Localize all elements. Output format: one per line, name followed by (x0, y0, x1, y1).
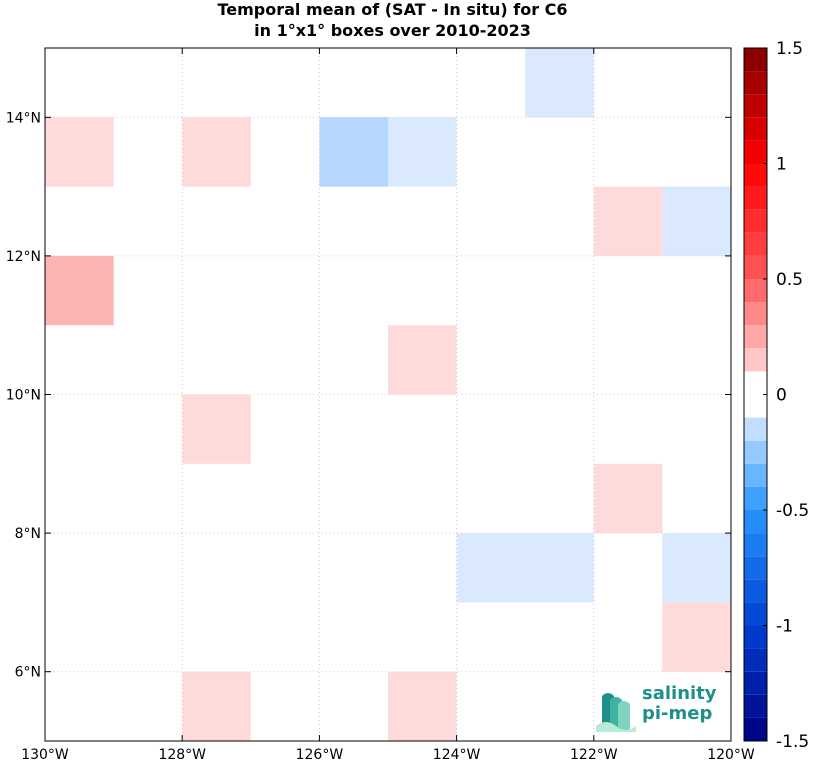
colorbar-segment (744, 255, 767, 279)
heatmap-cell (182, 671, 251, 741)
colorbar-tick-label: -0.5 (776, 501, 809, 521)
y-tick-label: 12°N (6, 249, 41, 265)
heatmap-cell (456, 533, 526, 603)
heatmap-cell (388, 117, 457, 187)
heatmap-cell (662, 186, 731, 256)
colorbar-segment (744, 232, 767, 256)
chart-title: Temporal mean of (SAT - In situ) for C6 (217, 0, 568, 19)
colorbar-tick-label: 0 (776, 386, 787, 406)
colorbar-segment (744, 510, 767, 534)
colorbar-tick-label: 0.5 (776, 270, 803, 290)
heatmap-cell (525, 48, 594, 118)
colorbar-segment (744, 302, 767, 326)
heatmap-cell (593, 186, 663, 256)
colorbar-segment (744, 163, 767, 187)
colorbar-segment (744, 209, 767, 233)
x-tick-label: 120°W (707, 747, 755, 763)
heatmap-cell (388, 671, 457, 741)
colorbar-segment (744, 648, 767, 672)
colorbar-segment (744, 94, 767, 118)
logo-waves-icon (596, 693, 636, 732)
heatmap-cell (662, 602, 731, 672)
chart-subtitle: in 1°x1° boxes over 2010-2023 (254, 21, 531, 40)
colorbar-segment (744, 394, 767, 418)
colorbar-segment (744, 602, 767, 626)
colorbar-segment (744, 140, 767, 164)
heatmap-cell (319, 117, 388, 187)
y-tick-label: 8°N (15, 526, 41, 542)
colorbar-tick-label: -1 (776, 617, 793, 637)
heatmap-cell (525, 533, 594, 603)
y-tick-label: 6°N (15, 665, 41, 681)
colorbar-segment (744, 533, 767, 557)
x-tick-label: 122°W (570, 747, 618, 763)
heatmap-cell (45, 255, 114, 326)
x-tick-label: 128°W (158, 747, 206, 763)
colorbar-tick-label: 1.5 (776, 39, 803, 59)
colorbar-segment (744, 117, 767, 141)
heatmap-cells (45, 48, 731, 741)
colorbar-segment (744, 671, 767, 695)
heatmap-cell (593, 463, 663, 534)
y-axis: 6°N 8°N 10°N 12°N 14°N (6, 110, 731, 681)
colorbar-segment (744, 71, 767, 95)
colorbar-segment (744, 279, 767, 303)
heatmap-cell (662, 533, 731, 603)
colorbar-segment (744, 325, 767, 349)
x-axis: 130°W 128°W 126°W 124°W 122°W 120°W (21, 48, 755, 763)
heatmap-cell (182, 117, 251, 187)
heatmap-cell (45, 117, 114, 187)
salinity-pi-mep-logo: salinity pi-mep (594, 684, 734, 732)
colorbar-segment (744, 48, 767, 72)
colorbar-segment (744, 717, 767, 741)
y-tick-label: 10°N (6, 388, 41, 404)
colorbar-segment (744, 694, 767, 718)
x-tick-label: 124°W (433, 747, 481, 763)
colorbar-tick-label: -1.5 (776, 732, 809, 752)
x-tick-label: 126°W (296, 747, 344, 763)
colorbar-segment (744, 486, 767, 510)
logo-text-pimep: pi-mep (642, 703, 713, 724)
colorbar-segment (744, 186, 767, 210)
colorbar: 1.5 1 0.5 0 -0.5 -1 -1.5 (743, 39, 809, 752)
logo-text-salinity: salinity (642, 683, 717, 704)
colorbar-segment (744, 463, 767, 487)
colorbar-segment (744, 556, 767, 580)
heatmap-cell (182, 394, 251, 464)
colorbar-tick-label: 1 (776, 155, 787, 175)
colorbar-segment (744, 371, 767, 395)
colorbar-segment (744, 440, 767, 464)
colorbar-segment (744, 625, 767, 649)
colorbar-segment (744, 579, 767, 603)
heatmap-cell (388, 325, 457, 395)
colorbar-segment (744, 417, 767, 441)
x-tick-label: 130°W (21, 747, 69, 763)
colorbar-segment (744, 348, 767, 372)
y-tick-label: 14°N (6, 110, 41, 126)
